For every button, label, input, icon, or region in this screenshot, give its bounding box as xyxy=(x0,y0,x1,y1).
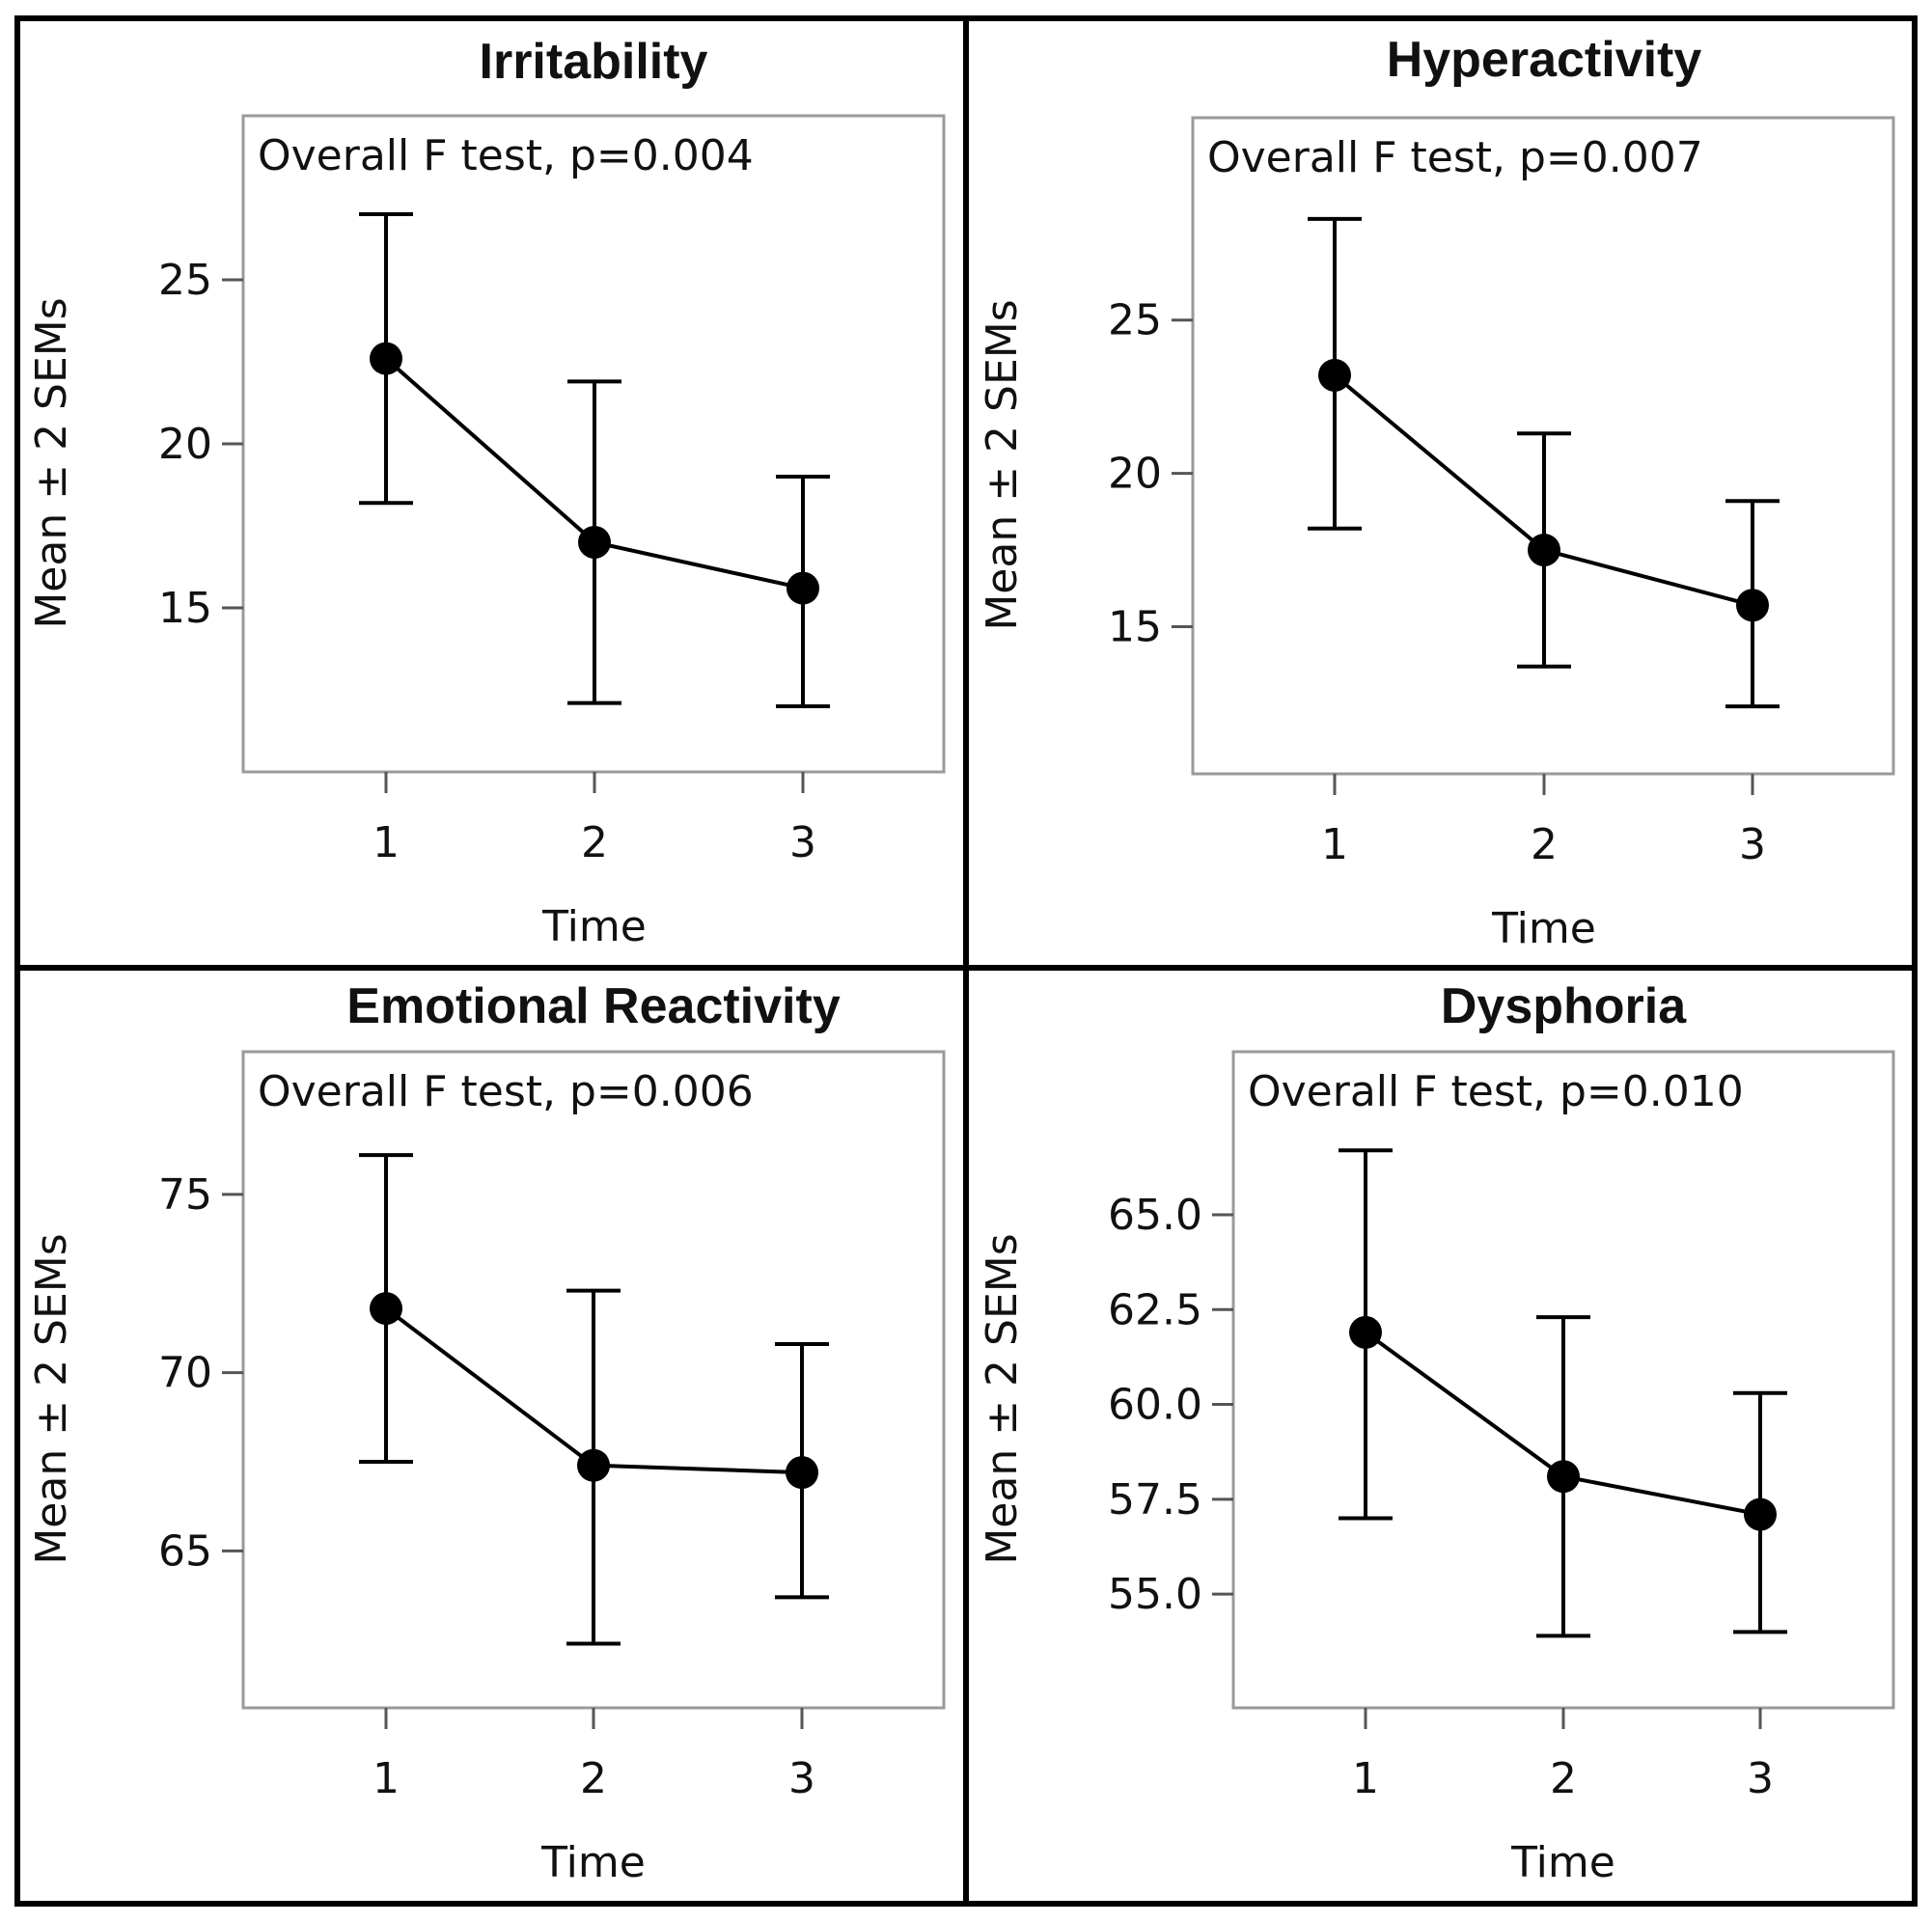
x-tick-label: 1 xyxy=(1321,820,1348,869)
panel-irritability: Irritability Overall F test, p=0.004 15 2… xyxy=(27,34,946,951)
y-tick-label: 25 xyxy=(158,256,212,305)
x-axis-label: Time xyxy=(541,902,647,951)
x-tick-label: 1 xyxy=(373,818,400,867)
mean-point xyxy=(1349,1315,1382,1349)
f-test-annotation: Overall F test, p=0.004 xyxy=(258,131,754,180)
y-tick-label: 65.0 xyxy=(1108,1191,1202,1240)
mean-point xyxy=(578,526,611,559)
y-tick-label: 70 xyxy=(158,1349,212,1398)
y-axis-ticks: 65 70 75 xyxy=(158,1170,243,1576)
x-tick-label: 3 xyxy=(1739,820,1766,869)
x-tick-label: 2 xyxy=(1531,820,1558,869)
panel-title: Emotional Reactivity xyxy=(346,978,841,1034)
data-marks xyxy=(1308,216,1780,709)
x-axis-label: Time xyxy=(1510,1838,1615,1887)
y-tick-label: 20 xyxy=(1108,450,1162,499)
x-axis-label: Time xyxy=(1491,904,1596,953)
data-marks xyxy=(1339,1148,1787,1638)
data-marks xyxy=(359,212,830,708)
y-axis-ticks: 55.0 57.5 60.0 62.5 65.0 xyxy=(1108,1191,1233,1619)
panel-hyperactivity: Hyperactivity Overall F test, p=0.007 15… xyxy=(978,32,1895,953)
mean-point xyxy=(1318,358,1351,392)
y-axis-label: Mean ± 2 SEMs xyxy=(27,1233,76,1564)
y-axis-label: Mean ± 2 SEMs xyxy=(978,299,1027,630)
y-tick-label: 20 xyxy=(158,420,212,469)
mean-point xyxy=(1744,1497,1777,1531)
x-tick-label: 2 xyxy=(580,1754,607,1803)
x-tick-label: 2 xyxy=(1550,1754,1577,1803)
y-axis-label: Mean ± 2 SEMs xyxy=(27,297,76,628)
y-tick-label: 15 xyxy=(158,584,212,633)
y-tick-label: 75 xyxy=(158,1170,212,1220)
x-axis-label: Time xyxy=(540,1838,646,1887)
x-tick-label: 2 xyxy=(581,818,608,867)
f-test-annotation: Overall F test, p=0.007 xyxy=(1207,133,1703,182)
y-tick-label: 15 xyxy=(1108,602,1162,651)
x-tick-label: 3 xyxy=(1747,1754,1774,1803)
panel-title: Hyperactivity xyxy=(1387,32,1702,88)
x-tick-label: 3 xyxy=(788,1754,815,1803)
f-test-annotation: Overall F test, p=0.006 xyxy=(258,1067,754,1116)
x-axis-ticks: 1 2 3 xyxy=(1321,774,1766,869)
y-axis-ticks: 15 20 25 xyxy=(158,256,243,633)
mean-point xyxy=(1547,1460,1580,1494)
panel-title: Dysphoria xyxy=(1441,978,1687,1034)
mean-point xyxy=(786,1456,818,1490)
y-tick-label: 55.0 xyxy=(1108,1570,1202,1619)
x-axis-ticks: 1 2 3 xyxy=(373,772,816,867)
mean-point xyxy=(577,1448,610,1482)
data-marks xyxy=(359,1153,829,1646)
panel-dysphoria: Dysphoria Overall F test, p=0.010 55.0 57… xyxy=(978,978,1895,1887)
mean-point xyxy=(370,342,402,375)
y-tick-label: 65 xyxy=(158,1526,212,1576)
panel-emotional-reactivity: Emotional Reactivity Overall F test, p=0… xyxy=(27,978,946,1887)
mean-point xyxy=(1736,589,1769,622)
y-tick-label: 25 xyxy=(1108,296,1162,345)
x-tick-label: 1 xyxy=(1352,1754,1379,1803)
x-tick-label: 3 xyxy=(789,818,816,867)
y-tick-label: 62.5 xyxy=(1108,1285,1202,1334)
f-test-annotation: Overall F test, p=0.010 xyxy=(1248,1067,1744,1116)
x-axis-ticks: 1 2 3 xyxy=(373,1708,815,1803)
mean-point xyxy=(787,571,819,605)
y-axis-label: Mean ± 2 SEMs xyxy=(978,1233,1027,1564)
y-tick-label: 57.5 xyxy=(1108,1475,1202,1525)
x-tick-label: 1 xyxy=(373,1754,400,1803)
mean-point xyxy=(1528,534,1560,567)
panel-title: Irritability xyxy=(480,34,708,90)
x-axis-ticks: 1 2 3 xyxy=(1352,1708,1774,1803)
y-tick-label: 60.0 xyxy=(1108,1381,1202,1430)
y-axis-ticks: 15 20 25 xyxy=(1108,296,1193,651)
mean-point xyxy=(370,1292,402,1326)
